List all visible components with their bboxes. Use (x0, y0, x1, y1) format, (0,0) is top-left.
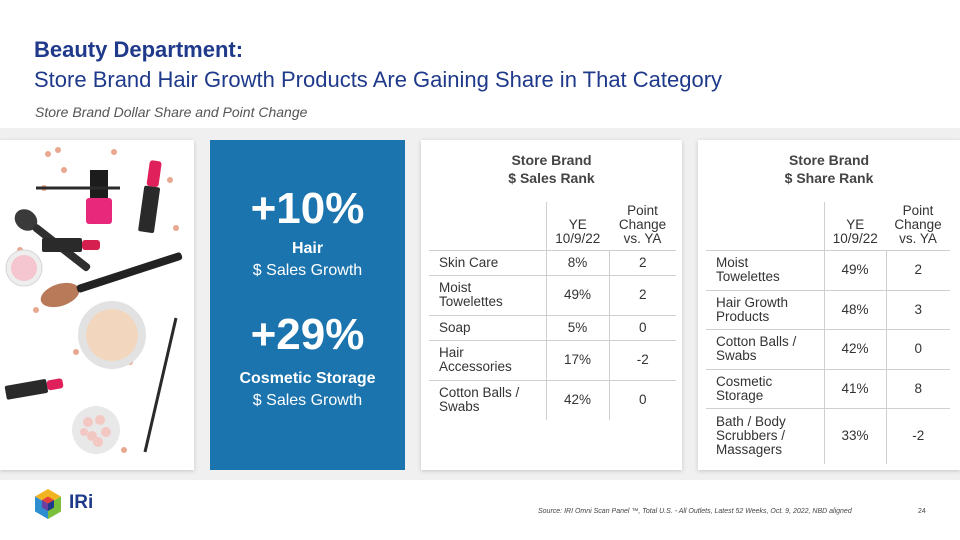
cosmetics-photo (0, 140, 194, 470)
iri-logo-text: IRi (69, 492, 94, 513)
point-change-column-header: Point Change vs. YA (618, 202, 667, 246)
share-rank-table: YE 10/9/22 Point Change vs. YA Moist Towelet… (706, 202, 950, 464)
page-number: 24 (918, 508, 926, 515)
ye-column-header: YE 10/9/22 (545, 202, 609, 250)
share-rank-title: Store Brand $ Share Rank (784, 152, 874, 186)
table-row: Cotton Balls / Swabs 42% 0 (706, 328, 950, 369)
table-row: Cosmetic Storage 41% 8 (706, 368, 950, 408)
growth-highlight-panel: +10% Hair $ Sales Growth +29% Cosmetic S… (210, 140, 405, 470)
table-row: Skin Care 8% 2 (429, 249, 676, 275)
hair-growth-label: Hair (291, 240, 324, 257)
table-row: Bath / Body Scrubbers / Massagers 33% -2 (706, 407, 950, 464)
share-rank-card: Store Brand $ Share Rank YE 10/9/22 Point… (698, 140, 960, 470)
table-row: Cotton Balls / Swabs 42% 0 (429, 379, 676, 420)
point-change-column-header: Point Change vs. YA (894, 202, 942, 246)
table-header-row: YE 10/9/22 Point Change vs. YA (706, 202, 950, 250)
cosmetic-storage-caption: $ Sales Growth (252, 392, 363, 409)
hair-growth-caption: $ Sales Growth (252, 262, 363, 279)
cosmetic-storage-label: Cosmetic Storage (239, 370, 376, 387)
table-row: Moist Towelettes 49% 2 (429, 274, 676, 315)
table-row: Hair Accessories 17% -2 (429, 339, 676, 380)
sales-rank-table: YE 10/9/22 Point Change vs. YA Skin Care 8%… (429, 202, 676, 420)
table-row: Soap 5% 0 (429, 314, 676, 340)
title-line-1: Beauty Department: (34, 37, 244, 62)
table-row: Hair Growth Products 48% 3 (706, 289, 950, 329)
sales-rank-card: Store Brand $ Sales Rank YE 10/9/22 Point… (421, 140, 682, 470)
title-line-2: Store Brand Hair Growth Products Are Gai… (34, 67, 723, 92)
cosmetic-storage-growth-value: +29% (250, 310, 365, 359)
source-note: Source: IRI Omni Scan Panel ™, Total U.S… (538, 508, 852, 515)
iri-logo-icon (35, 489, 61, 519)
subtitle: Store Brand Dollar Share and Point Chang… (35, 104, 308, 120)
sales-rank-title: Store Brand $ Sales Rank (508, 152, 595, 186)
table-header-row: YE 10/9/22 Point Change vs. YA (429, 202, 676, 250)
ye-column-header: YE 10/9/22 (823, 202, 886, 250)
hair-growth-value: +10% (250, 184, 365, 233)
table-row: Moist Towelettes 49% 2 (706, 249, 950, 290)
